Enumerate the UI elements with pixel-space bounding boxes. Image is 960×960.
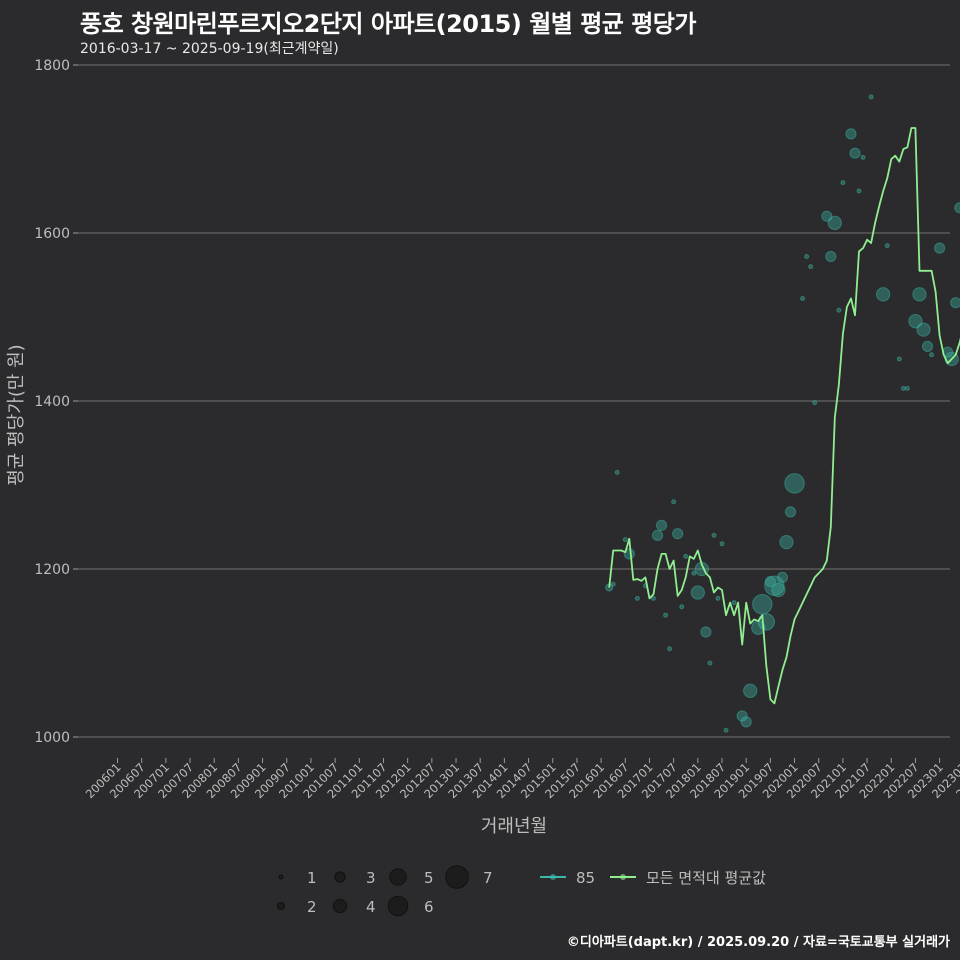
bubble-point (771, 582, 786, 598)
legend-size-label: 1 (307, 869, 317, 887)
bubble-point (900, 385, 906, 391)
bubble-point (663, 612, 669, 618)
bubble-point (840, 180, 846, 186)
bubble-point (651, 529, 664, 542)
bubble-point (650, 595, 656, 601)
bubble-point (804, 254, 810, 260)
bubble-point (784, 506, 797, 518)
bubble-point (691, 570, 697, 576)
bubble-point (954, 202, 960, 214)
bubble-point (719, 541, 725, 547)
legend-size-swatch (445, 865, 469, 889)
legend: 1 2 3 4 5 6 7 85 모든 면적대 평균값 (276, 865, 766, 917)
bubble-point (856, 188, 862, 194)
bubble-point (821, 210, 833, 222)
legend-size-label: 7 (483, 869, 493, 887)
average-line-series (608, 127, 960, 705)
bubble-point (868, 94, 874, 100)
bubble-point (827, 215, 842, 231)
y-tick-label: 1000 (34, 730, 70, 746)
legend-size-swatch (276, 901, 286, 911)
y-tick-label: 1400 (34, 394, 70, 410)
bubble-point (779, 534, 794, 550)
bubble-point (860, 154, 866, 160)
bubble-point (671, 499, 677, 505)
bubble-point (908, 314, 923, 329)
legend-size-swatch (332, 898, 348, 914)
legend-size-swatch (389, 868, 407, 886)
legend-series-label: 모든 면적대 평균값 (646, 869, 766, 887)
bubble-point (700, 626, 712, 638)
bubble-point (723, 727, 729, 733)
bubble-point (764, 575, 785, 597)
legend-size-label: 4 (366, 898, 376, 916)
bubble-point (707, 660, 713, 666)
bubble-point (912, 287, 927, 302)
bubble-point (950, 297, 960, 309)
bubble-point (736, 710, 748, 722)
legend-size-swatch (334, 871, 346, 883)
bubble-point (711, 532, 717, 538)
bubble-point (622, 537, 628, 543)
bubble-point (876, 287, 891, 302)
bubble-point (934, 242, 946, 254)
legend-size-label: 2 (307, 898, 317, 916)
bubble-point (672, 528, 684, 540)
bubble-point (655, 519, 668, 531)
bubble-point (679, 604, 685, 610)
bubble-point (740, 716, 752, 728)
bubble-point (904, 385, 910, 391)
y-tick-label: 1200 (34, 562, 70, 578)
bubble-point (825, 250, 837, 263)
bubble-point (849, 147, 861, 159)
bubble-point (800, 296, 806, 302)
bubble-point (812, 400, 818, 406)
x-axis-label: 거래년월 (481, 816, 547, 837)
chart-subtitle: 2016-03-17 ~ 2025-09-19(최근계약일) (80, 41, 339, 57)
bubble-point (667, 646, 673, 652)
bubble-point (776, 571, 789, 584)
chart-title: 풍호 창원마린푸르지오2단지 아파트(2015) 월별 평균 평당가 (80, 10, 696, 38)
x-axis-ticks: 2006012006072007012007072008012008072009… (83, 758, 960, 801)
legend-series-label: 85 (576, 869, 595, 887)
bubble-point (690, 585, 705, 600)
y-tick-label: 1600 (34, 226, 70, 242)
bubble-point (743, 683, 758, 698)
bubble-point (614, 469, 620, 475)
y-axis-label: 평균 평당가(만 원) (6, 344, 27, 485)
bubble-point (764, 576, 776, 588)
bubble-point (784, 473, 805, 494)
average-line (608, 127, 960, 705)
legend-series-marker (620, 874, 626, 880)
bubble-series (605, 94, 960, 733)
bubble-point (808, 264, 814, 270)
bubble-point (836, 307, 842, 313)
bubble-point (634, 595, 640, 601)
bubble-point (921, 340, 934, 352)
bubble-point (845, 128, 857, 140)
legend-series-marker (550, 874, 556, 880)
y-axis-ticks: 1000 1200 1400 1600 1800 (34, 58, 78, 746)
bubble-point (929, 352, 935, 358)
legend-size-swatch (278, 874, 284, 880)
bubble-point (610, 581, 616, 587)
y-tick-label: 1800 (34, 58, 70, 74)
footer-credit: ©디아파트(dapt.kr) / 2025.09.20 / 자료=국토교통부 실… (566, 935, 950, 950)
bubble-point (884, 243, 890, 249)
bubble-point (715, 595, 721, 601)
bubble-point (752, 594, 773, 615)
legend-size-label: 3 (366, 869, 376, 887)
legend-size-swatch (387, 895, 409, 917)
grid-lines (78, 64, 950, 738)
bubble-point (896, 356, 902, 362)
bubble-point (731, 600, 737, 606)
legend-size-label: 5 (424, 869, 434, 887)
bubble-point (683, 553, 689, 559)
bubble-point (916, 322, 931, 337)
legend-size-label: 6 (424, 898, 434, 916)
